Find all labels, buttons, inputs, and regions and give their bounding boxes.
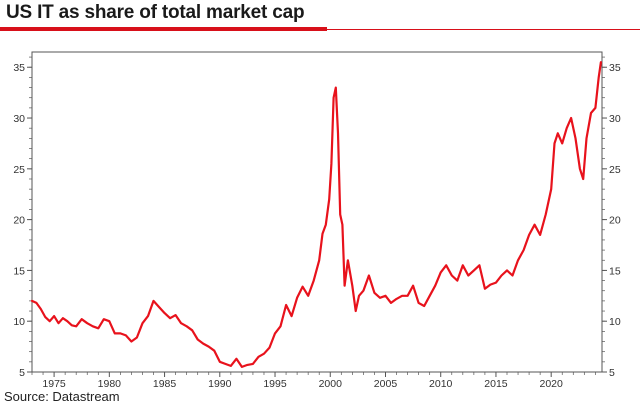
chart-axes — [31, 51, 603, 373]
plot-frame — [31, 51, 603, 373]
x-tick-label: 1995 — [263, 378, 287, 390]
y-tick-label-left: 5 — [19, 367, 25, 379]
y-tick-label-left: 20 — [13, 215, 25, 227]
x-tick-label: 1985 — [153, 378, 177, 390]
y-tick-label-left: 35 — [13, 62, 25, 74]
y-axis-right: 5 10 15 20 25 30 35 — [602, 56, 621, 379]
chart-series — [30, 61, 602, 368]
x-tick-label: 1990 — [208, 378, 232, 390]
x-axis: 1975 1980 1985 1990 1995 2000 2005 2010 2015 2020 — [31, 372, 596, 390]
y-tick-label-right: 25 — [609, 164, 621, 176]
x-tick-label: 2000 — [319, 378, 343, 390]
x-tick-label: 2010 — [429, 378, 453, 390]
y-tick-label-right: 15 — [609, 265, 621, 277]
y-tick-label-left: 15 — [13, 265, 25, 277]
y-tick-label-right: 20 — [609, 215, 621, 227]
x-tick-label: 1980 — [98, 378, 122, 390]
y-tick-label-left: 10 — [13, 316, 25, 328]
y-tick-label-right: 30 — [609, 113, 621, 125]
y-axis-left: 5 10 15 20 25 30 35 — [13, 56, 32, 379]
y-tick-label-right: 10 — [609, 316, 621, 328]
title-underline-thick — [0, 27, 327, 31]
title-underline-thin — [327, 29, 640, 30]
y-tick-label-left: 30 — [13, 113, 25, 125]
x-tick-label: 1975 — [42, 378, 66, 390]
y-tick-label-right: 35 — [609, 62, 621, 74]
x-tick-label: 2005 — [374, 378, 398, 390]
chart-title: US IT as share of total market cap — [6, 2, 305, 23]
y-tick-label-left: 25 — [13, 164, 25, 176]
y-tick-label-right: 5 — [609, 367, 615, 379]
series-line — [30, 61, 602, 368]
x-tick-label: 2015 — [484, 378, 508, 390]
source-note: Source: Datastream — [4, 389, 120, 404]
x-tick-label: 2020 — [540, 378, 564, 390]
